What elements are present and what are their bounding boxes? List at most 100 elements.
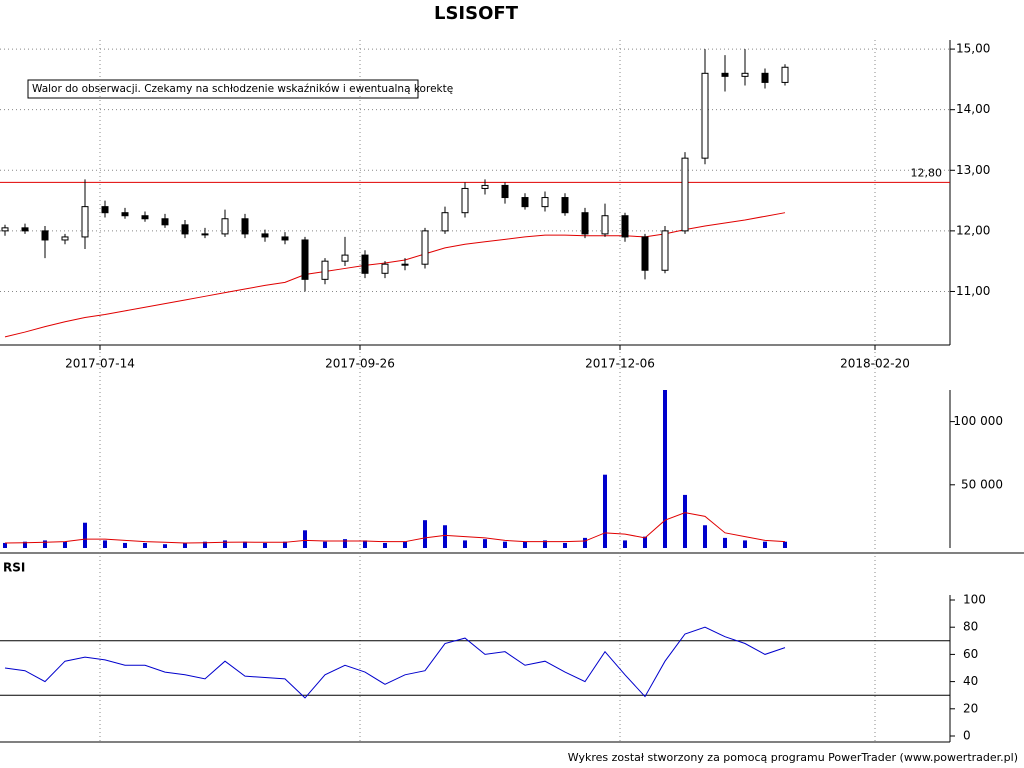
y-tick-label: 0 (963, 729, 971, 743)
y-tick-label: 13,00 (956, 163, 990, 177)
volume-bar (563, 542, 567, 548)
candle-body (381, 263, 389, 274)
volume-bar (423, 520, 427, 548)
volume-bar (143, 542, 147, 548)
x-tick-label: 2017-07-14 (65, 357, 135, 371)
x-tick-label: 2018-02-20 (840, 357, 910, 371)
y-tick-label: 14,00 (956, 102, 990, 116)
annotation-box (27, 79, 419, 99)
volume-bar (103, 540, 107, 548)
volume-bar (483, 539, 487, 548)
candle-body (361, 254, 369, 274)
y-tick-label: 11,00 (956, 284, 990, 298)
volume-bar (303, 530, 307, 548)
candle-body (501, 184, 509, 199)
candle-body (241, 218, 249, 235)
candle-body (601, 215, 609, 235)
volume-bar (463, 540, 467, 548)
candle-body (681, 157, 689, 232)
y-tick-label: 40 (963, 674, 978, 688)
volume-bar (363, 540, 367, 548)
volume-bar (163, 544, 167, 548)
x-tick-label: 2017-09-26 (325, 357, 395, 371)
volume-bar (703, 525, 707, 548)
footer: Wykres został stworzony za pomocą progra… (568, 751, 1018, 764)
candle-body (481, 184, 489, 189)
candle-body (581, 212, 589, 235)
candle-body (741, 72, 749, 77)
volume-bar (643, 536, 647, 548)
volume-bar (723, 537, 727, 548)
volume-bar (623, 540, 627, 548)
y-tick-label: 100 (963, 593, 986, 607)
candle-body (121, 212, 129, 217)
volume-bar (403, 541, 407, 548)
candle-body (561, 197, 569, 214)
chart-title: LSISOFT (434, 3, 519, 24)
candle-body (441, 212, 449, 232)
y-tick-label: 12,00 (956, 223, 990, 237)
reference-label: 12,80 (911, 166, 943, 179)
volume-bar (603, 474, 607, 548)
volume-bar (783, 541, 787, 548)
y-tick-label: 60 (963, 647, 978, 661)
candle-body (341, 254, 349, 262)
candle-body (181, 224, 189, 235)
candle-body (301, 239, 309, 280)
candle-body (101, 206, 109, 214)
volume-bar (123, 542, 127, 548)
y-tick-label: 80 (963, 620, 978, 634)
moving-average (4, 212, 786, 338)
y-tick-label: 20 (963, 701, 978, 715)
candle-body (421, 230, 429, 265)
candle-body (141, 215, 149, 220)
volume-bar (203, 541, 207, 548)
candle-body (761, 72, 769, 83)
candle-body (81, 206, 89, 238)
volume-bar (63, 541, 67, 548)
annotation: Walor do obserwacji. Czekamy na schłodze… (32, 83, 453, 95)
volume-bar (763, 541, 767, 548)
volume-bar (83, 522, 87, 548)
candle-body (721, 72, 729, 77)
candle-body (221, 218, 229, 235)
candle-body (641, 236, 649, 271)
volume-bar (343, 539, 347, 548)
x-tick-label: 2017-12-06 (585, 357, 655, 371)
volume-bar (23, 541, 27, 548)
candle-body (281, 236, 289, 241)
volume-bar (523, 541, 527, 548)
y-tick-label: 50 000 (961, 477, 1003, 491)
volume-bar (243, 541, 247, 548)
volume-bar (263, 542, 267, 548)
volume-bar (183, 542, 187, 548)
candle-body (161, 218, 169, 226)
candle-body (1, 227, 9, 232)
candle-body (21, 227, 29, 232)
candle-body (201, 233, 209, 236)
candle-body (321, 260, 329, 280)
volume-bar (383, 542, 387, 548)
y-tick-label: 15,00 (956, 42, 990, 56)
candle-body (661, 230, 669, 271)
volume-bar (43, 540, 47, 548)
y-tick-label: 100 000 (953, 414, 1003, 428)
volume-bar (543, 540, 547, 548)
volume-bar (223, 540, 227, 548)
volume-bar (503, 541, 507, 548)
volume-bar (663, 390, 667, 548)
volume-bar (3, 542, 7, 548)
volume-bar (283, 541, 287, 548)
volume-bar (683, 494, 687, 548)
candle-body (621, 215, 629, 238)
candle-body (261, 233, 269, 238)
candle-body (541, 197, 549, 208)
candle-body (461, 187, 469, 214)
volume-bar (443, 525, 447, 548)
candle-body (41, 230, 49, 241)
candle-body (781, 66, 789, 83)
candle-body (701, 72, 709, 159)
candle-body (61, 236, 69, 241)
candle-body (521, 197, 529, 208)
